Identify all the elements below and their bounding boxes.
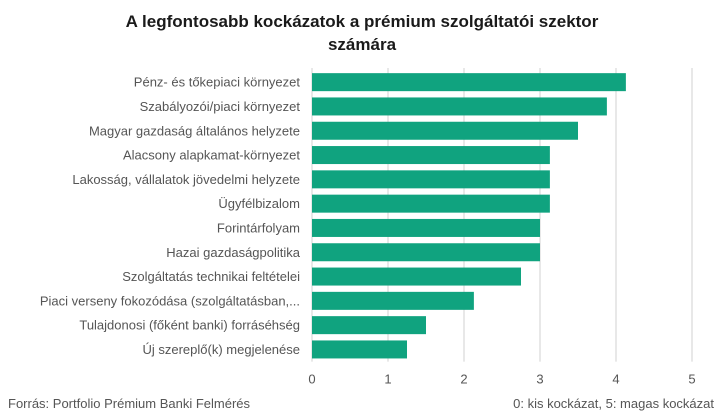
x-tick-label: 1: [384, 372, 391, 387]
x-tick-labels: 0 1 2 3 4 5: [308, 372, 695, 387]
category-label: Alacsony alapkamat-környezet: [123, 148, 300, 163]
x-tick-label: 4: [612, 372, 619, 387]
source-note: Forrás: Portfolio Prémium Banki Felmérés: [8, 396, 251, 411]
bar: [312, 121, 578, 140]
chart-title: A legfontosabb kockázatok a prémium szol…: [0, 10, 724, 56]
category-label: Lakosság, vállalatok jövedelmi helyzete: [72, 172, 300, 187]
x-tick-label: 0: [308, 372, 315, 387]
bar: [312, 291, 474, 310]
bar: [312, 73, 626, 92]
bar: [312, 194, 550, 213]
category-label: Pénz- és tőkepiaci környezet: [134, 75, 301, 90]
bar: [312, 267, 521, 286]
bars: [312, 73, 626, 359]
chart-title-line-1: A legfontosabb kockázatok a prémium szol…: [125, 12, 599, 31]
grid-lines: [311, 68, 693, 362]
chart-title-line-2: számára: [327, 35, 397, 54]
category-label: Tulajdonosi (főként banki) forráséhség: [79, 318, 300, 333]
category-label: Szabályozói/piaci környezet: [140, 99, 301, 114]
bar: [312, 97, 607, 116]
category-label: Új szereplő(k) megjelenése: [142, 342, 300, 357]
x-tick-label: 3: [536, 372, 543, 387]
category-label: Magyar gazdaság általános helyzete: [89, 123, 300, 138]
category-label: Szolgáltatás technikai feltételei: [122, 269, 300, 284]
scale-note: 0: kis kockázat, 5: magas kockázat: [513, 396, 714, 411]
bar: [312, 218, 540, 237]
category-labels: Pénz- és tőkepiaci környezet Szabályozói/…: [40, 75, 301, 357]
x-tick-label: 5: [688, 372, 695, 387]
bar: [312, 170, 550, 189]
category-label: Ügyfélbizalom: [218, 196, 300, 211]
category-label: Hazai gazdaságpolitika: [166, 245, 300, 260]
bar: [312, 146, 550, 165]
category-label: Forintárfolyam: [217, 220, 300, 235]
bar: [312, 316, 426, 335]
bar: [312, 243, 540, 262]
bar: [312, 340, 407, 359]
x-tick-label: 2: [460, 372, 467, 387]
category-label: Piaci verseny fokozódása (szolgáltatásba…: [40, 293, 300, 308]
